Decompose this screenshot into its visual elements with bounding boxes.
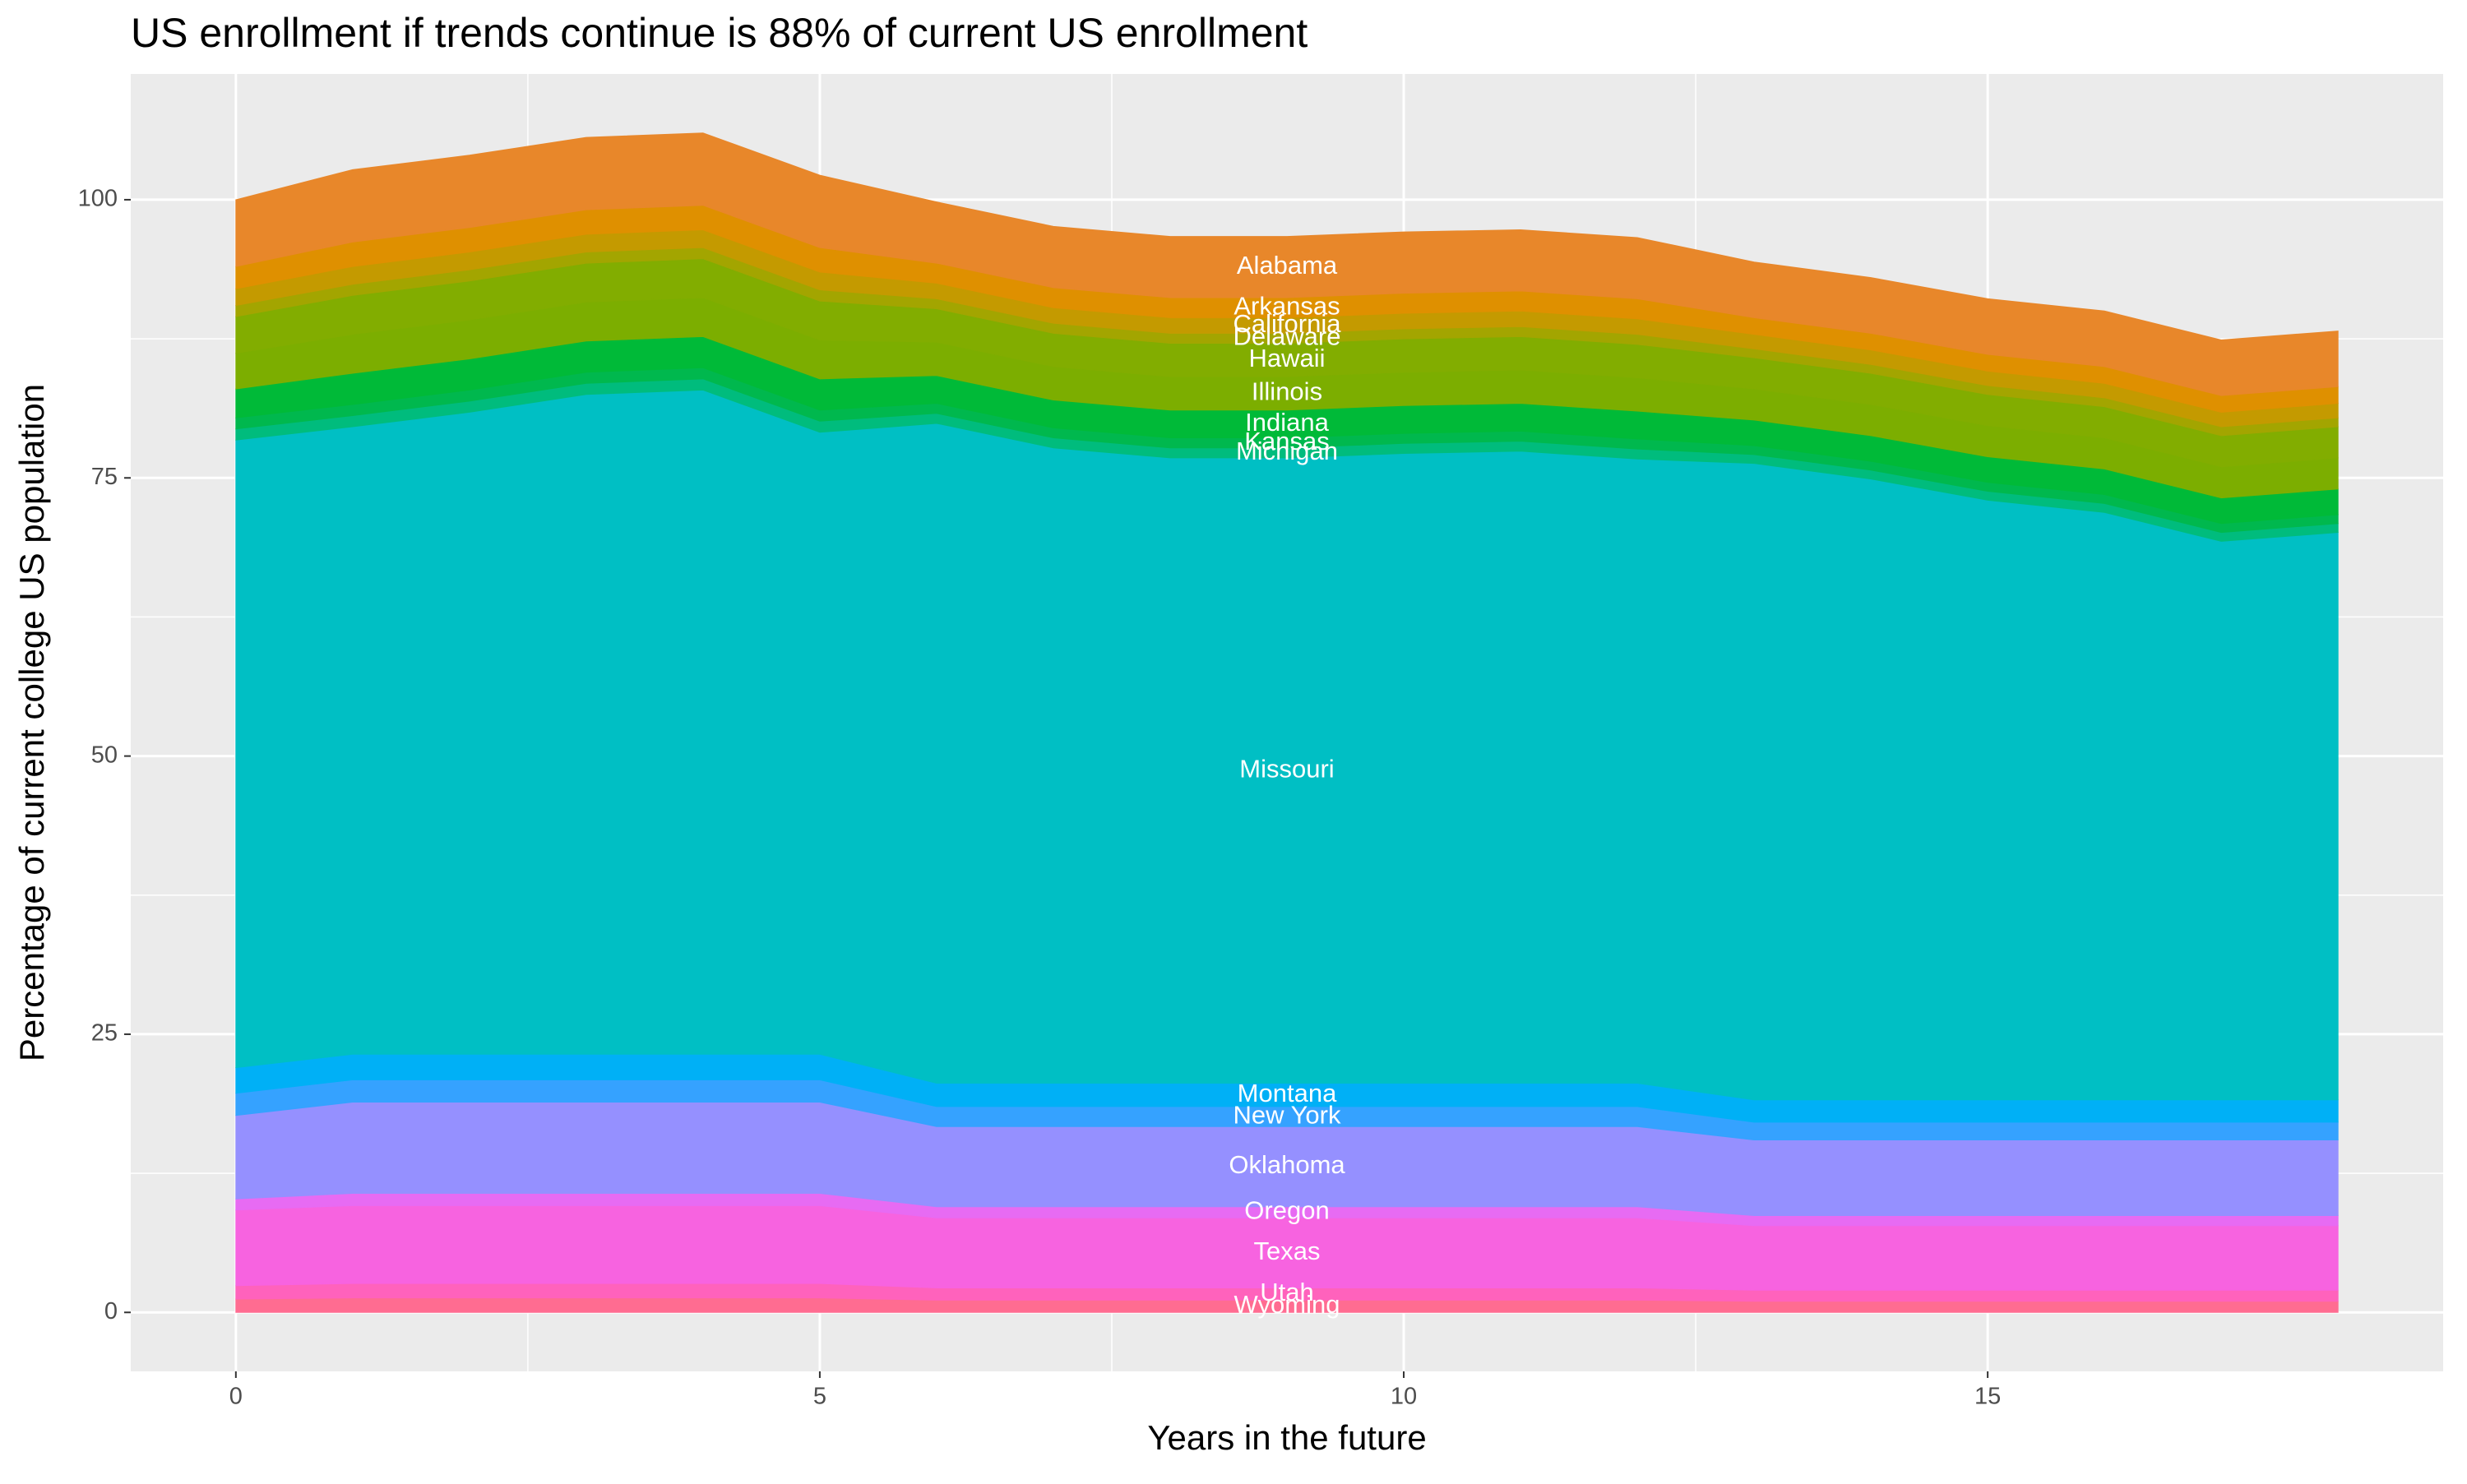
band-label: Arkansas xyxy=(1234,291,1340,320)
band-label: Wyoming xyxy=(1234,1290,1340,1319)
chart-title: US enrollment if trends continue is 88% … xyxy=(131,10,1308,56)
y-tick-label: 100 xyxy=(78,186,118,212)
band-label: Michigan xyxy=(1236,437,1338,465)
band-label: Utah xyxy=(1260,1278,1313,1306)
band-label: Illinois xyxy=(1252,377,1322,406)
band-label: Oregon xyxy=(1244,1196,1329,1225)
band-label: Missouri xyxy=(1239,754,1334,783)
x-axis-label: Years in the future xyxy=(1147,1418,1426,1457)
x-tick-label: 5 xyxy=(813,1384,826,1410)
band-label: Oklahoma xyxy=(1229,1150,1345,1179)
band-label: Indiana xyxy=(1245,408,1329,437)
band-label: Hawaii xyxy=(1248,344,1325,372)
band-label: Alabama xyxy=(1237,251,1338,280)
y-tick-label: 0 xyxy=(104,1298,118,1325)
band-label: Montana xyxy=(1238,1079,1337,1107)
band-label: Delaware xyxy=(1234,322,1341,351)
band-label: New York xyxy=(1234,1100,1341,1129)
x-tick-label: 10 xyxy=(1391,1384,1417,1410)
band-label: California xyxy=(1234,309,1342,338)
band-label: Kansas xyxy=(1244,427,1329,455)
y-tick-label: 50 xyxy=(91,742,118,768)
y-tick-label: 75 xyxy=(91,464,118,490)
y-tick-label: 25 xyxy=(91,1020,118,1047)
y-axis-label: Percentage of current college US populat… xyxy=(12,384,51,1061)
x-tick-label: 0 xyxy=(229,1384,243,1410)
area-band xyxy=(235,132,2339,396)
x-tick-label: 15 xyxy=(1974,1384,2001,1410)
band-label: Texas xyxy=(1254,1237,1321,1265)
